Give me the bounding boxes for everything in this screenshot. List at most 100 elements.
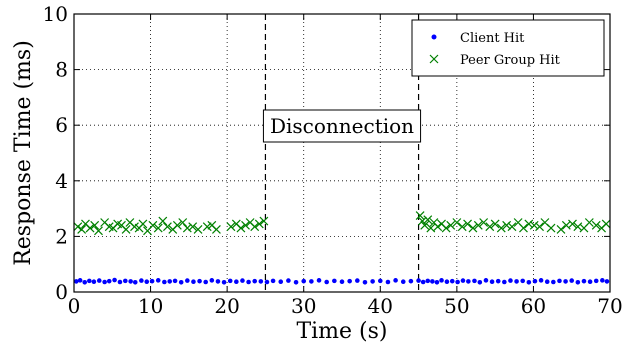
peer-group-hit-point xyxy=(591,220,601,230)
disconnection-label-box xyxy=(262,109,422,143)
series-client-hit xyxy=(73,277,610,285)
peer-group-hit-point xyxy=(463,219,473,229)
client-hit-point xyxy=(502,279,507,285)
peer-group-hit-point xyxy=(479,218,489,227)
client-hit-point xyxy=(215,279,221,284)
peer-group-hit-point xyxy=(250,222,260,232)
x-tick-label-0: 0 xyxy=(68,294,81,318)
client-hit-point xyxy=(73,279,79,284)
client-hit-point xyxy=(301,278,307,284)
client-hit-point xyxy=(278,279,284,285)
client-hit-point xyxy=(77,278,83,283)
client-hit-point xyxy=(489,279,495,285)
client-hit-point xyxy=(593,278,599,284)
client-hit-point xyxy=(425,278,431,284)
client-hit-point xyxy=(144,279,150,285)
client-hit-point xyxy=(526,279,532,285)
legend-label-client-hit: Client Hit xyxy=(460,31,525,46)
x-tick-label-10: 10 xyxy=(138,294,163,318)
client-hit-point xyxy=(587,279,593,285)
peer-group-hit-point xyxy=(546,223,556,233)
client-hit-point xyxy=(551,279,556,285)
client-hit-point xyxy=(132,279,138,285)
client-hit-point xyxy=(112,277,117,283)
y-tick-label-8: 8 xyxy=(55,58,68,82)
y-tick-label-4: 4 xyxy=(55,169,68,193)
client-hit-point xyxy=(234,279,239,285)
client-hit-point xyxy=(221,279,227,285)
client-hit-point xyxy=(514,279,519,284)
client-hit-point xyxy=(191,279,196,285)
legend: Client Hit Peer Group Hit xyxy=(411,19,605,77)
client-hit-point xyxy=(393,278,398,283)
client-hit-point xyxy=(240,278,245,283)
client-hit-point xyxy=(563,279,568,284)
peer-group-hit-point xyxy=(519,223,528,233)
y-tick-label-2: 2 xyxy=(55,224,68,248)
peer-group-hit-point xyxy=(423,215,433,225)
x-tick-label-40: 40 xyxy=(368,294,393,318)
client-hit-point xyxy=(362,279,368,285)
legend-x-marker xyxy=(429,54,439,64)
client-hit-point xyxy=(520,278,526,284)
client-hit-point xyxy=(430,279,435,284)
peer-group-hit-point xyxy=(556,225,566,234)
client-hit-point xyxy=(155,278,161,283)
client-hit-point xyxy=(87,278,92,284)
peer-group-hit-point xyxy=(473,220,483,230)
client-hit-point xyxy=(477,279,483,285)
peer-group-hit-point xyxy=(77,225,87,234)
legend-marker-client-hit xyxy=(431,34,437,40)
y-axis-title: Response Time (ms) xyxy=(11,40,36,266)
client-hit-point xyxy=(538,278,544,283)
client-hit-point xyxy=(339,279,345,285)
legend-label-peer-group-hit: Peer Group Hit xyxy=(460,53,561,68)
client-hit-point xyxy=(106,278,112,284)
peer-group-hit-point xyxy=(73,222,83,232)
peer-group-hit-point xyxy=(94,226,103,236)
peer-group-hit-point xyxy=(193,225,203,234)
client-hit-point xyxy=(355,278,360,283)
client-hit-point xyxy=(149,278,155,284)
peer-group-hit-point xyxy=(172,220,182,230)
client-hit-point xyxy=(483,278,489,283)
client-hit-point xyxy=(569,278,575,283)
client-hit-point xyxy=(347,278,352,284)
client-hit-point xyxy=(123,278,128,284)
peer-group-hit-point xyxy=(148,220,158,230)
client-hit-point xyxy=(370,279,375,284)
peer-group-hit-point xyxy=(90,220,100,230)
data-points xyxy=(73,211,611,285)
legend-marker-peer-group-hit xyxy=(429,54,439,64)
client-hit-point xyxy=(455,279,460,285)
peer-group-hit-point xyxy=(241,220,250,230)
client-hit-point xyxy=(557,278,562,284)
peer-group-hit-point xyxy=(182,223,192,233)
peer-group-hit-point xyxy=(121,225,131,234)
x-tick-label-20: 20 xyxy=(214,294,239,318)
client-hit-point xyxy=(508,278,513,283)
client-hit-point xyxy=(434,279,440,285)
client-hit-point xyxy=(416,278,421,283)
peer-group-hit-point xyxy=(162,222,172,232)
client-hit-point xyxy=(332,278,337,284)
client-hit-point xyxy=(293,279,299,285)
peer-group-hit-point xyxy=(529,220,539,230)
client-hit-point xyxy=(472,278,477,284)
client-hit-point xyxy=(128,279,133,284)
client-hit-point xyxy=(258,279,264,284)
client-hit-point xyxy=(466,279,471,284)
client-hit-point xyxy=(252,278,258,284)
client-hit-point xyxy=(316,278,322,283)
client-hit-point xyxy=(139,278,144,283)
client-hit-point xyxy=(449,278,455,284)
x-tick-label-60: 60 xyxy=(521,294,546,318)
peer-group-hit-point xyxy=(601,219,611,229)
client-hit-point xyxy=(102,279,107,285)
peer-group-hit-point xyxy=(502,220,512,230)
peer-group-hit-point xyxy=(490,219,500,229)
peer-group-hit-point xyxy=(452,218,462,227)
x-axis-title: Time (s) xyxy=(296,319,387,344)
peer-group-hit-point xyxy=(259,216,269,226)
